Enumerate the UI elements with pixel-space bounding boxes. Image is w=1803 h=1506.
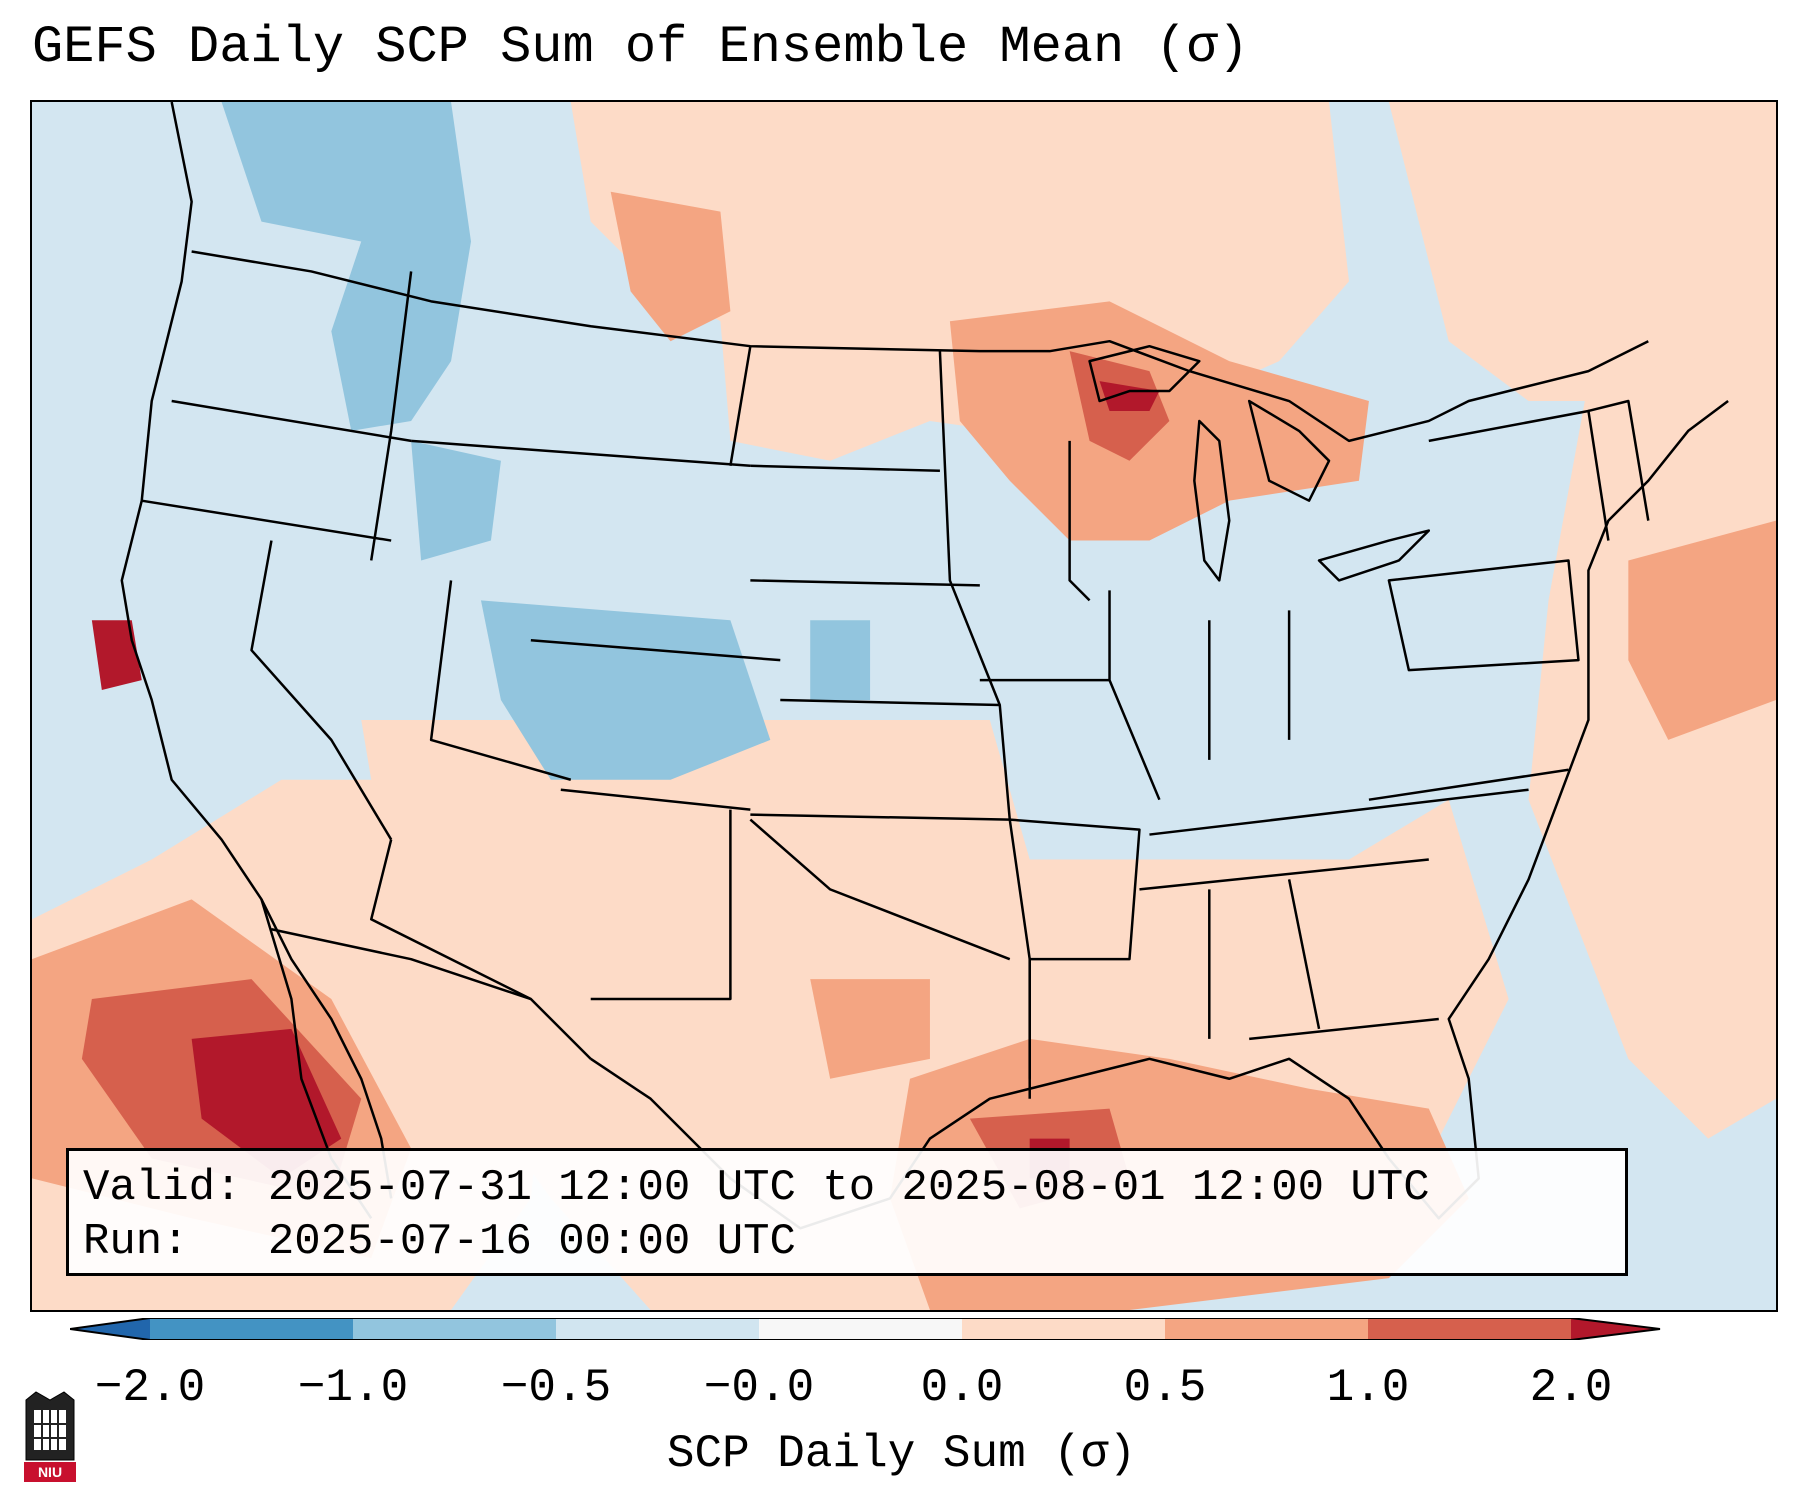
state-border-mt-dakota (729, 345, 752, 467)
colorbar-tick-label: −0.5 (500, 1362, 612, 1414)
colorbar-under-triangle (70, 1318, 150, 1340)
run-time-line: Run: 2025-07-16 00:00 UTC (83, 1217, 796, 1267)
anomaly-region-atlantic (1528, 341, 1776, 1139)
state-border-mt-wy (411, 439, 751, 468)
niu-logo: NIU (24, 1391, 76, 1482)
colorbar-tick-label: 0.0 (920, 1362, 1004, 1414)
anomaly-region-nebraska-blue (810, 620, 871, 701)
anomaly-field (32, 102, 1776, 1310)
lake-superior (1088, 344, 1201, 403)
political-boundaries (120, 102, 1729, 1230)
lake-michigan (1193, 419, 1231, 582)
anomaly-region-california-coast (91, 620, 142, 691)
colorbar (70, 1318, 1661, 1340)
state-border-ne-ks (780, 698, 1000, 707)
colorbar-segment (556, 1318, 759, 1340)
state-border-new-england (1588, 399, 1650, 521)
state-border-ga-fl (1249, 1017, 1439, 1041)
state-border-nv (250, 540, 393, 841)
state-border-mn-wi (1068, 440, 1091, 602)
colorbar-segment (1165, 1318, 1368, 1340)
state-border-pa (1387, 559, 1580, 672)
canada-border (191, 250, 1649, 443)
colorbar-over-triangle (1571, 1318, 1660, 1340)
colorbar-label: SCP Daily Sum (σ) (666, 1428, 1137, 1480)
anomaly-region-northern-rockies (221, 102, 471, 431)
state-border-wa-or (171, 399, 412, 443)
state-border-tn-south (1139, 858, 1429, 891)
anomaly-region-wyoming (411, 440, 501, 561)
anomaly-region-baja-peak (191, 1028, 342, 1179)
map-panel[interactable] (30, 100, 1778, 1312)
validity-info-box: Valid: 2025-07-31 12:00 UTC to 2025-08-0… (66, 1148, 1628, 1276)
anomaly-region-texas-core (810, 979, 930, 1079)
colorbar-outline (70, 1318, 1661, 1340)
anomaly-region-lake-superior (1099, 381, 1160, 411)
anomaly-region-montana (610, 191, 731, 342)
state-border-al-ga (1287, 879, 1321, 1030)
state-border-ar (1009, 818, 1141, 961)
lake-huron (1247, 399, 1331, 502)
state-border-ks-ok (750, 813, 1010, 821)
state-border-ut (429, 580, 572, 781)
state-border-va-nc (1368, 768, 1569, 801)
pacific-coastline (120, 102, 393, 1199)
colorbar-tick-label: −0.0 (703, 1362, 815, 1414)
colorbar-segment (1368, 1318, 1571, 1340)
state-border-il (1108, 590, 1161, 801)
colorbar-tick-label: 1.0 (1326, 1362, 1410, 1414)
state-border-id (369, 271, 413, 561)
anomaly-region-far-northeast (1388, 102, 1776, 402)
colorbar-tick-label: 0.5 (1123, 1362, 1207, 1414)
valid-time-line: Valid: 2025-07-31 12:00 UTC to 2025-08-0… (83, 1163, 1430, 1213)
colorbar-tick-label: 2.0 (1529, 1362, 1613, 1414)
state-border-sd-ne (750, 579, 980, 587)
lake-erie (1317, 529, 1431, 582)
colorbar-segment (962, 1318, 1165, 1340)
niu-logo-text: NIU (38, 1464, 62, 1480)
state-border-nm-tx (590, 809, 732, 1001)
state-border-az (369, 839, 532, 1001)
anomaly-map (32, 102, 1776, 1310)
colorbar-segment (353, 1318, 556, 1340)
colorbar-segment (759, 1318, 962, 1340)
anomaly-region-atlantic-core (1628, 520, 1776, 740)
anomaly-region-colorado (480, 600, 771, 780)
state-border-nd-sd (750, 464, 940, 473)
state-border-mexico (271, 928, 592, 1060)
state-border-wy-co (530, 638, 781, 662)
colorbar-tick-label: −2.0 (94, 1362, 206, 1414)
colorbar-tick-label: −1.0 (297, 1362, 409, 1414)
chart-title: GEFS Daily SCP Sum of Ensemble Mean (σ) (32, 18, 1249, 77)
state-border-ky-tn (1149, 788, 1529, 836)
colorbar-segment (150, 1318, 353, 1340)
state-border-ok-tx (749, 818, 1011, 961)
state-border-co-nm (560, 788, 751, 811)
state-border-or-ca (141, 499, 392, 542)
